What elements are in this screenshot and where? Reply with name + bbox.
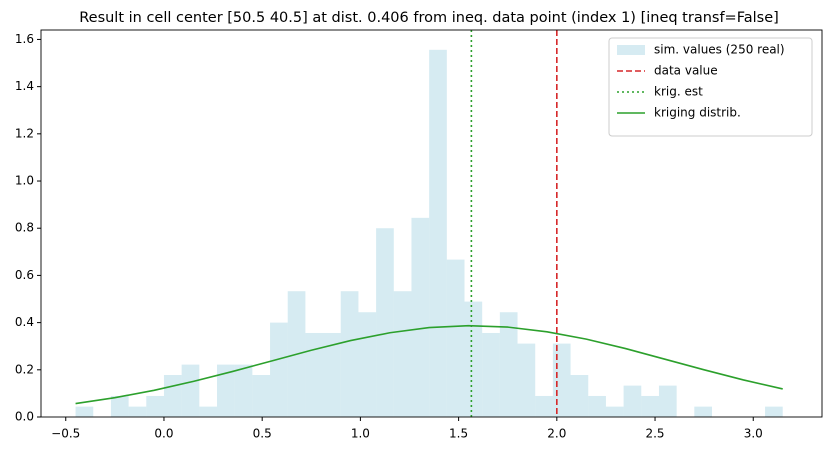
histogram-bar [411, 217, 430, 417]
y-tick-label: 1.0 [15, 174, 34, 188]
histogram-bar [765, 406, 783, 417]
histogram-bar [393, 291, 412, 417]
histogram-bar [181, 364, 200, 417]
histogram-bar [535, 395, 553, 417]
histogram-bar [75, 406, 94, 417]
plot-frame [40, 29, 823, 418]
y-tick-label: 1.2 [15, 126, 34, 140]
x-tick-label: 1.5 [449, 427, 468, 441]
histogram-bar [588, 395, 606, 417]
legend-label: sim. values (250 real) [654, 43, 785, 57]
x-tick-label: 0.0 [154, 427, 173, 441]
y-tick-label: 0.0 [15, 410, 34, 424]
y-tick-label: 0.8 [15, 221, 34, 235]
histogram-bar [464, 301, 483, 417]
histogram-bar [270, 322, 288, 417]
legend-label: kriging distrib. [654, 106, 741, 120]
chart-title: Result in cell center [50.5 40.5] at dis… [79, 10, 779, 26]
histogram-bar [217, 364, 235, 417]
legend-swatch [617, 45, 645, 55]
histogram-bar [499, 312, 518, 417]
density-curve [75, 324, 783, 405]
y-tick-label: 1.6 [15, 32, 34, 46]
histogram-bar [446, 259, 465, 417]
histogram-bar [340, 291, 359, 417]
x-tick-label: 2.0 [547, 427, 566, 441]
histogram-bar [694, 406, 712, 417]
histogram-bar [305, 332, 324, 417]
histogram-bar [358, 312, 377, 417]
legend: sim. values (250 real) data value krig. es… [608, 37, 813, 137]
y-tick-label: 0.6 [15, 268, 34, 282]
legend-box [608, 37, 813, 137]
histogram-bar [376, 228, 394, 417]
histogram-bar [199, 406, 217, 417]
x-tick-label: 3.0 [744, 427, 763, 441]
histogram-bar [110, 395, 129, 417]
y-tick-label: 0.2 [15, 362, 34, 376]
histogram-bar [146, 395, 164, 417]
x-tick-label: 0.5 [253, 427, 272, 441]
histogram-bar [429, 49, 447, 417]
histogram-bar [552, 343, 571, 417]
y-tick-label: 0.4 [15, 315, 34, 329]
legend-label: krig. est [654, 85, 703, 99]
histogram-bar [323, 332, 341, 417]
histogram-bar [605, 406, 624, 417]
histogram-bar [570, 374, 589, 417]
histogram-bar [234, 364, 253, 417]
x-tick-label: 1.0 [351, 427, 370, 441]
histogram-bar [641, 395, 659, 417]
histogram-bar [128, 406, 147, 417]
histogram-bar [482, 332, 500, 417]
legend-label: data value [654, 64, 718, 78]
histogram-bar [252, 374, 271, 417]
histogram-bar [658, 385, 677, 417]
x-tick-label: −0.5 [51, 427, 80, 441]
x-tick-label: 2.5 [645, 427, 664, 441]
histogram-bar [623, 385, 642, 417]
y-tick-label: 1.4 [15, 79, 34, 93]
histogram-bar [517, 343, 536, 417]
histogram-bar [163, 374, 182, 417]
